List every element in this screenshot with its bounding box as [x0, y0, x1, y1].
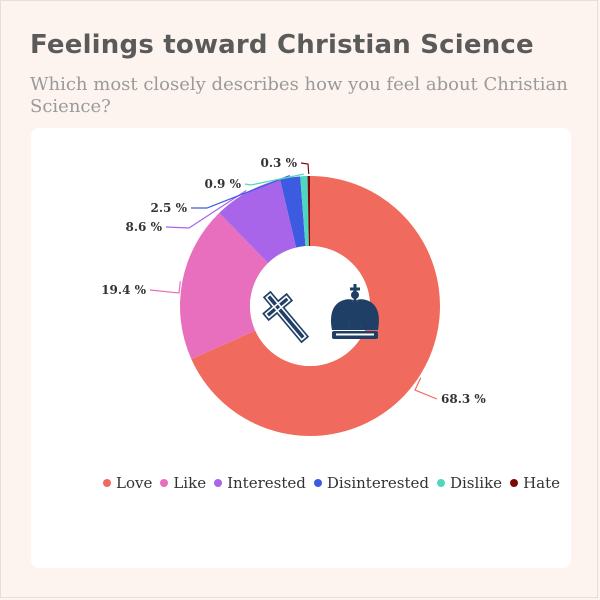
data-label-like: 19.4 % [101, 283, 146, 297]
legend-label: Hate [523, 474, 560, 492]
leader-line-interested [165, 189, 247, 229]
legend-swatch [103, 479, 111, 487]
legend-swatch [510, 479, 519, 487]
leader-line-disinterested [191, 175, 290, 209]
chart-subtitle: Which most closely describes how you fee… [30, 74, 568, 117]
leader-line-love [414, 377, 438, 400]
legend-item-interested[interactable]: Interested [214, 473, 306, 493]
legend-item-disinterested[interactable]: Disinterested [313, 473, 429, 493]
legend-swatch [160, 479, 169, 487]
legend-label: Interested [227, 474, 306, 492]
legend-item-dislike[interactable]: Dislike [436, 473, 503, 493]
slice-love[interactable] [191, 176, 440, 436]
data-label-dislike: 0.9 % [205, 177, 242, 191]
slice-like[interactable] [180, 212, 269, 360]
leader-line-dislike [244, 173, 304, 186]
legend-label: Like [173, 474, 207, 492]
cross-and-crown-icon [262, 284, 379, 344]
data-label-love: 68.3 % [441, 392, 486, 406]
chart-card: 68.3 % 19.4 % 8.6 % 2.5 % 0.9 % 0.3 % [31, 128, 571, 568]
slice-dislike[interactable] [300, 176, 309, 247]
legend-swatch [214, 479, 223, 487]
leader-line-hate [300, 162, 310, 175]
data-label-disinterested: 2.5 % [151, 201, 188, 215]
slice-disinterested[interactable] [280, 176, 306, 248]
legend-item-hate[interactable]: Hate [510, 473, 560, 493]
legend-swatch [436, 479, 445, 487]
donut-chart: 68.3 % 19.4 % 8.6 % 2.5 % 0.9 % 0.3 % [101, 156, 486, 436]
legend-swatch [313, 479, 322, 487]
legend-label: Love [116, 474, 153, 492]
slice-interested[interactable] [219, 179, 297, 264]
chart-title: Feelings toward Christian Science [30, 30, 534, 60]
legend-label: Disinterested [326, 474, 429, 492]
leader-line-like [149, 281, 181, 294]
legend-item-like[interactable]: Like [160, 473, 206, 493]
legend-item-love[interactable]: Love [103, 473, 152, 493]
data-label-hate: 0.3 % [261, 156, 298, 170]
chart-legend: Love Like Interested Disinterested Dislike Ha… [103, 473, 563, 493]
legend-label: Dislike [449, 474, 503, 492]
data-label-interested: 8.6 % [126, 220, 163, 234]
slice-hate[interactable] [307, 176, 310, 247]
